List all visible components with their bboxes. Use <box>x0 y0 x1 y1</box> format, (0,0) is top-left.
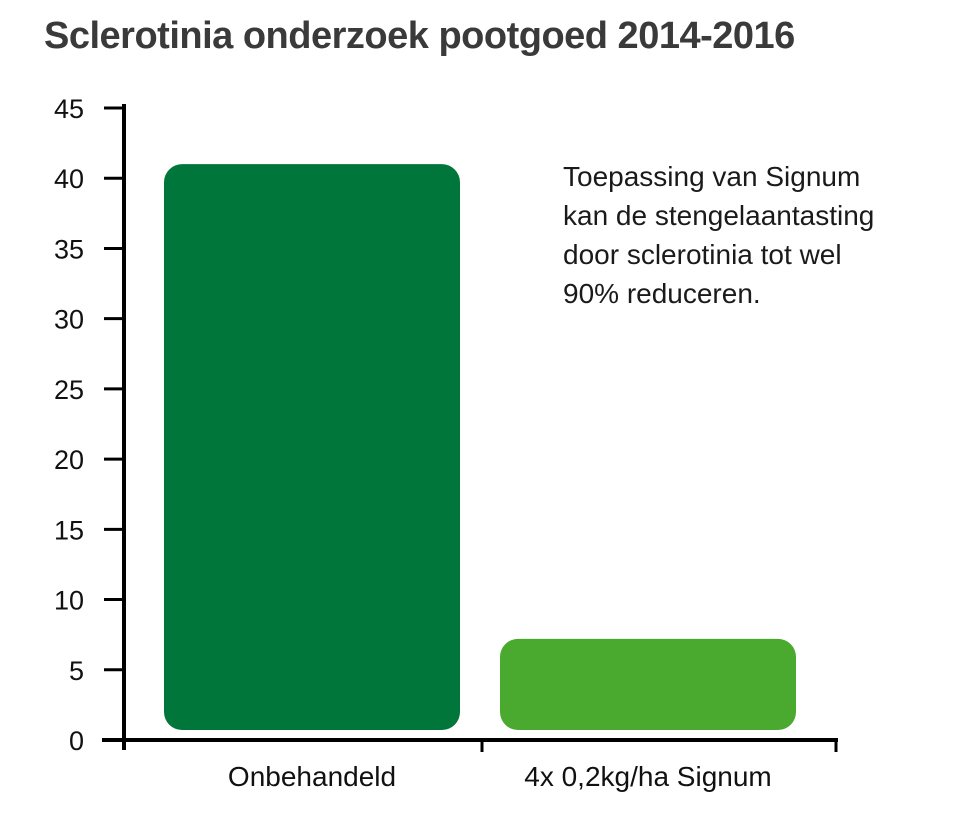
annotation-line: door sclerotinia tot wel <box>563 239 842 270</box>
y-tick-label: 20 <box>54 445 84 475</box>
y-tick-label: 25 <box>54 375 84 405</box>
bars <box>164 164 796 730</box>
y-tick-label: 40 <box>54 164 84 194</box>
annotation-line: kan de stengelaantasting <box>563 200 874 231</box>
y-tick-label: 0 <box>69 726 84 756</box>
bar <box>164 164 460 730</box>
y-tick-label: 15 <box>54 515 84 545</box>
y-tick-label: 45 <box>54 94 84 124</box>
annotation: Toepassing van Signum kan de stengelaanta… <box>563 161 874 309</box>
annotation-line: Toepassing van Signum <box>563 161 860 192</box>
y-tick-label: 35 <box>54 234 84 264</box>
y-tick-label: 10 <box>54 586 84 616</box>
category-label: Onbehandeld <box>228 761 396 792</box>
category-label: 4x 0,2kg/ha Signum <box>524 761 772 792</box>
axes: 0 5 10 15 20 25 30 35 40 45 <box>54 94 838 756</box>
y-tick-label: 5 <box>69 656 84 686</box>
category-labels: Onbehandeld 4x 0,2kg/ha Signum <box>228 761 772 792</box>
chart-title: Sclerotinia onderzoek pootgoed 2014-2016 <box>44 15 795 57</box>
bar <box>500 638 796 730</box>
annotation-line: 90% reduceren. <box>563 278 761 309</box>
y-tick-label: 30 <box>54 305 84 335</box>
